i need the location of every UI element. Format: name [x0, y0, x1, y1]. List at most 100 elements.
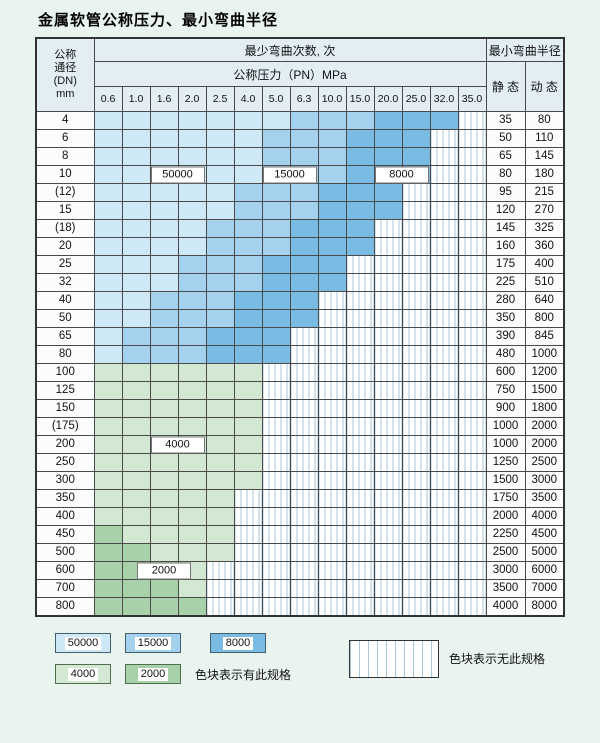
pressure-cell [205, 327, 235, 346]
dynamic-radius-cell: 6000 [524, 561, 565, 580]
table-row: 15 120 270 [35, 201, 565, 220]
pressure-cell [233, 561, 263, 580]
pressure-cell [261, 219, 291, 238]
pressure-cell [373, 183, 403, 202]
pressure-cell [401, 597, 431, 617]
pressure-cell [93, 237, 123, 256]
pressure-cell [93, 489, 123, 508]
pressure-cell [93, 381, 123, 400]
pressure-cell [345, 327, 375, 346]
pressure-cell [289, 273, 319, 292]
pressure-cell [289, 255, 319, 274]
legend-row-blue: 50000 15000 8000 [55, 633, 291, 653]
pressure-cell [149, 453, 179, 472]
pressure-cell [261, 381, 291, 400]
legend-label-2000: 2000 [137, 667, 169, 681]
pressure-cell [233, 201, 263, 220]
pressure-cell [149, 309, 179, 328]
pressure-cell [261, 309, 291, 328]
pressure-cell: 4000 [149, 435, 205, 454]
pressure-cell [93, 345, 123, 364]
pressure-cell [93, 273, 123, 292]
pressure-cell [261, 327, 291, 346]
pressure-cell [401, 435, 431, 454]
table-row: 100 600 1200 [35, 363, 565, 382]
table-row: 400 2000 4000 [35, 507, 565, 526]
pressure-cell [93, 435, 123, 454]
pressure-cell [457, 561, 487, 580]
pressure-cell [457, 453, 487, 472]
pressure-cell [345, 597, 375, 617]
static-radius-cell: 120 [485, 201, 526, 220]
pressure-cell [317, 435, 347, 454]
pressure-cell [149, 183, 179, 202]
pressure-cell [205, 561, 235, 580]
pressure-cell [233, 237, 263, 256]
static-radius-cell: 2500 [485, 543, 526, 562]
pressure-value-header: 6.3 [289, 86, 319, 112]
pressure-cell [345, 525, 375, 544]
pressure-cell [373, 453, 403, 472]
static-radius-cell: 65 [485, 147, 526, 166]
pressure-cell [317, 111, 347, 130]
pressure-cell [261, 417, 291, 436]
static-radius-cell: 35 [485, 111, 526, 130]
static-radius-cell: 175 [485, 255, 526, 274]
pressure-cell [401, 327, 431, 346]
pressure-cell [205, 147, 235, 166]
dn-cell: 32 [35, 273, 95, 292]
pressure-cell [121, 543, 151, 562]
pressure-cell [233, 183, 263, 202]
pressure-cell [457, 543, 487, 562]
pressure-cell [401, 561, 431, 580]
pressure-cell [177, 327, 207, 346]
pressure-value-header: 1.6 [149, 86, 179, 112]
pressure-cell [177, 543, 207, 562]
pressure-cell [93, 147, 123, 166]
pressure-cell [345, 489, 375, 508]
pressure-cell [401, 309, 431, 328]
pressure-value-header: 15.0 [345, 86, 375, 112]
pressure-cell [205, 255, 235, 274]
pressure-value-header: 25.0 [401, 86, 431, 112]
static-radius-cell: 80 [485, 165, 526, 184]
dn-cell: 125 [35, 381, 95, 400]
pressure-cell: 8000 [373, 165, 429, 184]
pressure-cell [233, 291, 263, 310]
header-row-2: 公称压力（PN）MPa 静 态动 态 [36, 61, 565, 112]
pressure-cell [177, 309, 207, 328]
pressure-cell [205, 417, 235, 436]
pressure-cell [205, 219, 235, 238]
pressure-cell [373, 327, 403, 346]
pressure-cell [373, 525, 403, 544]
pressure-cell [177, 183, 207, 202]
pressure-cell [93, 363, 123, 382]
pressure-cell [373, 219, 403, 238]
pressure-cell [317, 507, 347, 526]
pressure-cell [233, 327, 263, 346]
pressure-cell [373, 489, 403, 508]
dynamic-radius-cell: 270 [524, 201, 565, 220]
pressure-cell [345, 453, 375, 472]
pressure-cell [429, 219, 459, 238]
pressure-cell [317, 201, 347, 220]
pressure-cell: 2000 [137, 561, 191, 580]
pressure-cell [233, 453, 263, 472]
table-row: 10 50000 15000 8000 80 180 [35, 165, 565, 184]
pressure-cell [121, 489, 151, 508]
pressure-cell [457, 489, 487, 508]
legend-swatch-2000: 2000 [125, 664, 181, 684]
table-row: 125 750 1500 [35, 381, 565, 400]
legend-swatch-15000: 15000 [125, 633, 181, 653]
pressure-cell [261, 147, 291, 166]
dynamic-radius-cell: 1200 [524, 363, 565, 382]
dynamic-radius-cell: 800 [524, 309, 565, 328]
pressure-cell [149, 219, 179, 238]
pressure-cell [401, 507, 431, 526]
pressure-cell [401, 525, 431, 544]
pressure-cell [93, 579, 123, 598]
pressure-cell [457, 363, 487, 382]
static-radius-cell: 390 [485, 327, 526, 346]
pressure-cell [261, 129, 291, 148]
pressure-cell [177, 453, 207, 472]
